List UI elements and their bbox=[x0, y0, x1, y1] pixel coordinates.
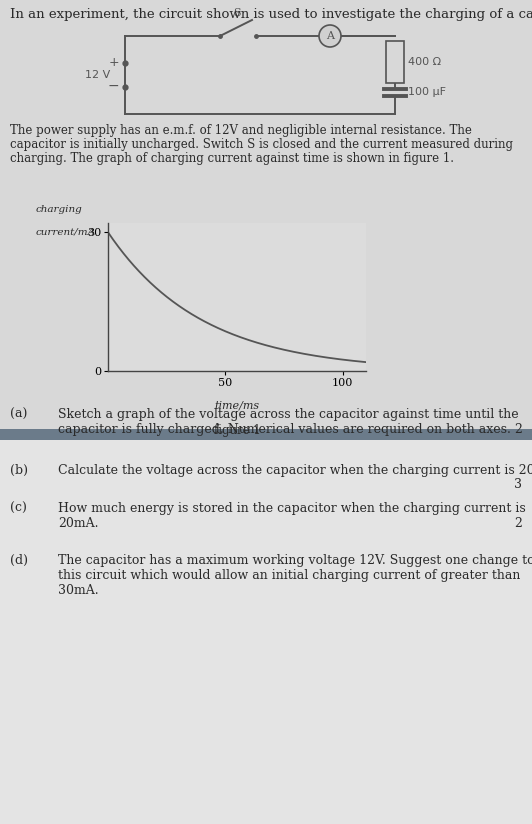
Text: figure 1: figure 1 bbox=[214, 424, 260, 438]
Text: The capacitor has a maximum working voltage 12V. Suggest one change to: The capacitor has a maximum working volt… bbox=[58, 554, 532, 567]
Text: 2: 2 bbox=[514, 517, 522, 530]
Text: Calculate the voltage across the capacitor when the charging current is 20mA.: Calculate the voltage across the capacit… bbox=[58, 464, 532, 477]
Text: 30mA.: 30mA. bbox=[58, 584, 98, 597]
Text: (d): (d) bbox=[10, 554, 28, 567]
Text: current/mA: current/mA bbox=[36, 227, 96, 236]
Text: The power supply has an e.m.f. of 12V and negligible internal resistance. The: The power supply has an e.m.f. of 12V an… bbox=[10, 124, 472, 137]
Text: this circuit which would allow an initial charging current of greater than: this circuit which would allow an initia… bbox=[58, 569, 520, 582]
Circle shape bbox=[319, 25, 341, 47]
Text: A: A bbox=[326, 31, 334, 41]
Bar bbox=[0, 0, 532, 429]
Text: 20mA.: 20mA. bbox=[58, 517, 98, 530]
Text: +: + bbox=[109, 55, 119, 68]
Text: 12 V: 12 V bbox=[85, 70, 110, 80]
Bar bbox=[386, 41, 404, 83]
Text: How much energy is stored in the capacitor when the charging current is: How much energy is stored in the capacit… bbox=[58, 502, 526, 515]
Text: 2: 2 bbox=[514, 423, 522, 436]
Text: 100 μF: 100 μF bbox=[408, 87, 446, 97]
Text: time/ms: time/ms bbox=[214, 400, 260, 410]
Text: charging. The graph of charging current against time is shown in figure 1.: charging. The graph of charging current … bbox=[10, 152, 454, 165]
Bar bbox=[0, 429, 532, 440]
Bar bbox=[0, 440, 532, 824]
Text: (b): (b) bbox=[10, 464, 28, 477]
Text: (a): (a) bbox=[10, 408, 27, 421]
Text: Sketch a graph of the voltage across the capacitor against time until the: Sketch a graph of the voltage across the… bbox=[58, 408, 519, 421]
Text: 400 Ω: 400 Ω bbox=[408, 57, 441, 67]
Text: In an experiment, the circuit shown is used to investigate the charging of a cap: In an experiment, the circuit shown is u… bbox=[10, 8, 532, 21]
Text: S: S bbox=[233, 8, 241, 18]
Text: capacitor is initially uncharged. Switch S is closed and the current measured du: capacitor is initially uncharged. Switch… bbox=[10, 138, 513, 151]
Text: charging: charging bbox=[36, 205, 82, 214]
Text: −: − bbox=[107, 79, 119, 93]
Text: capacitor is fully charged. Numerical values are required on both axes.: capacitor is fully charged. Numerical va… bbox=[58, 423, 511, 436]
Text: 3: 3 bbox=[514, 478, 522, 491]
Text: (c): (c) bbox=[10, 502, 27, 515]
